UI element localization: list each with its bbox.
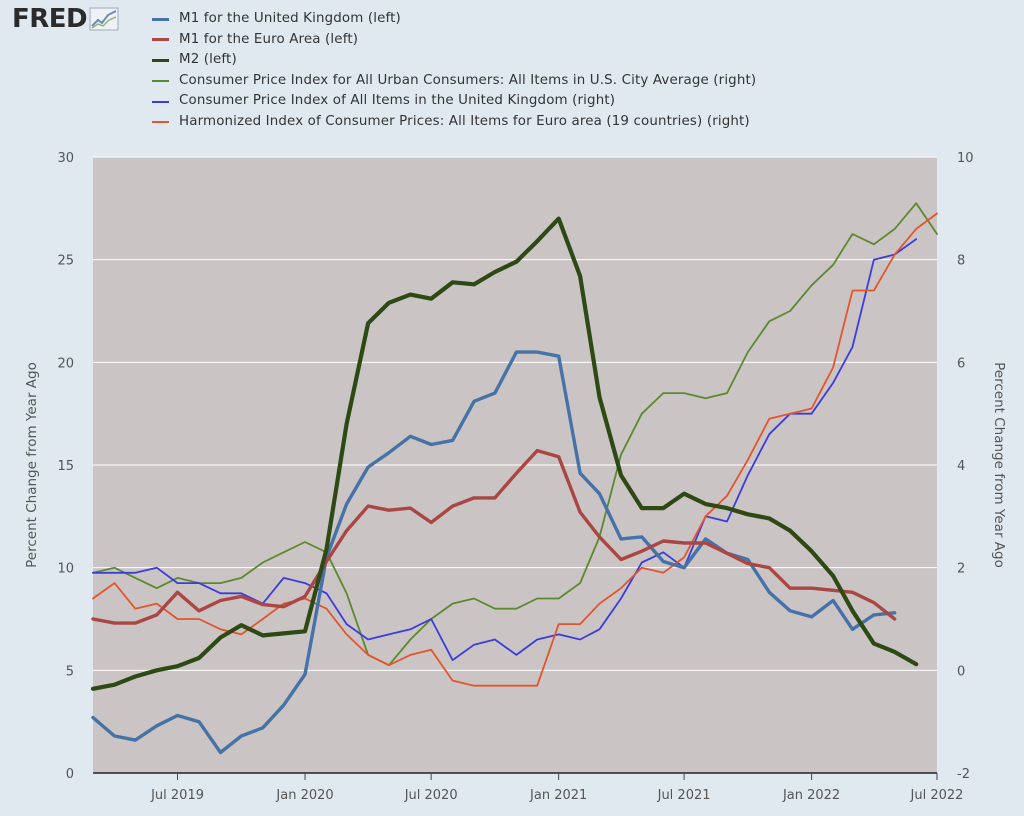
series-line-5	[92, 212, 938, 687]
legend-item-m1-uk[interactable]: M1 for the United Kingdom (left)	[152, 9, 756, 30]
y-axis-label-left: Percent Change from Year Ago	[24, 362, 40, 568]
y-right-tick-label: 4	[957, 459, 965, 474]
y-left-tick-label: 20	[57, 356, 74, 371]
y-right-tick-label: 2	[957, 562, 965, 577]
x-tick-label: Jul 2020	[404, 788, 458, 803]
line-chart-icon	[89, 7, 119, 31]
series-line-1	[91, 448, 897, 625]
x-tick-label: Jul 2019	[150, 788, 204, 803]
fred-logo-text: FRED	[12, 4, 88, 34]
y-axis-label-right: Percent Change from Year Ago	[991, 362, 1007, 568]
y-left-tick-label: 30	[57, 151, 74, 166]
legend-item-cpi-uk[interactable]: Consumer Price Index of All Items in the…	[152, 91, 756, 112]
y-right-tick-label: 8	[957, 254, 965, 269]
x-tick-label: Jan 2022	[782, 788, 840, 803]
series-line-0	[91, 350, 897, 755]
legend-swatch	[152, 58, 169, 62]
legend-swatch	[152, 121, 169, 124]
legend-swatch	[152, 17, 169, 21]
x-tick-label: Jan 2020	[275, 788, 333, 803]
y-right-tick-label: 10	[957, 151, 974, 166]
legend-swatch	[152, 100, 169, 103]
legend-label: Harmonized Index of Consumer Prices: All…	[179, 113, 750, 129]
series-line-2	[90, 216, 919, 691]
series-line-4	[92, 238, 918, 661]
x-tick-label: Jul 2022	[910, 788, 964, 803]
legend-item-m1-euro[interactable]: M1 for the Euro Area (left)	[152, 30, 756, 51]
gridlines	[93, 156, 937, 671]
axis-ticks: 0 5 10 15 20 25 30 -2 0 2 4 6 8 10 Jul 2019 Jan 2020 Jul…	[57, 151, 973, 803]
x-tick-label: Jan 2021	[529, 788, 587, 803]
legend-label: Consumer Price Index of All Items in the…	[179, 93, 616, 109]
x-tick-label: Jul 2021	[657, 788, 711, 803]
y-right-tick-label: 0	[957, 664, 965, 679]
legend-label: M1 for the United Kingdom (left)	[179, 11, 401, 26]
y-left-tick-label: 15	[57, 459, 74, 474]
legend-item-m2[interactable]: M2 (left)	[152, 50, 756, 71]
series-line-3	[92, 202, 938, 667]
y-left-tick-label: 10	[57, 562, 74, 577]
chart-legend: M1 for the United Kingdom (left) M1 for …	[152, 9, 756, 133]
fred-logo[interactable]: FRED	[12, 4, 119, 34]
y-left-tick-label: 5	[66, 664, 74, 679]
y-left-tick-label: 25	[57, 254, 74, 269]
legend-item-cpi-us[interactable]: Consumer Price Index for All Urban Consu…	[152, 71, 756, 92]
legend-label: M2 (left)	[179, 52, 237, 68]
legend-label: Consumer Price Index for All Urban Consu…	[179, 72, 757, 88]
legend-label: M1 for the Euro Area (left)	[179, 31, 359, 47]
y-right-tick-label: 6	[957, 356, 965, 371]
y-right-tick-label: -2	[957, 767, 970, 782]
legend-swatch	[152, 38, 169, 42]
legend-swatch	[152, 80, 169, 83]
legend-item-hicp-euro[interactable]: Harmonized Index of Consumer Prices: All…	[152, 112, 756, 133]
series-lines	[90, 202, 938, 755]
y-left-tick-label: 0	[66, 767, 74, 782]
